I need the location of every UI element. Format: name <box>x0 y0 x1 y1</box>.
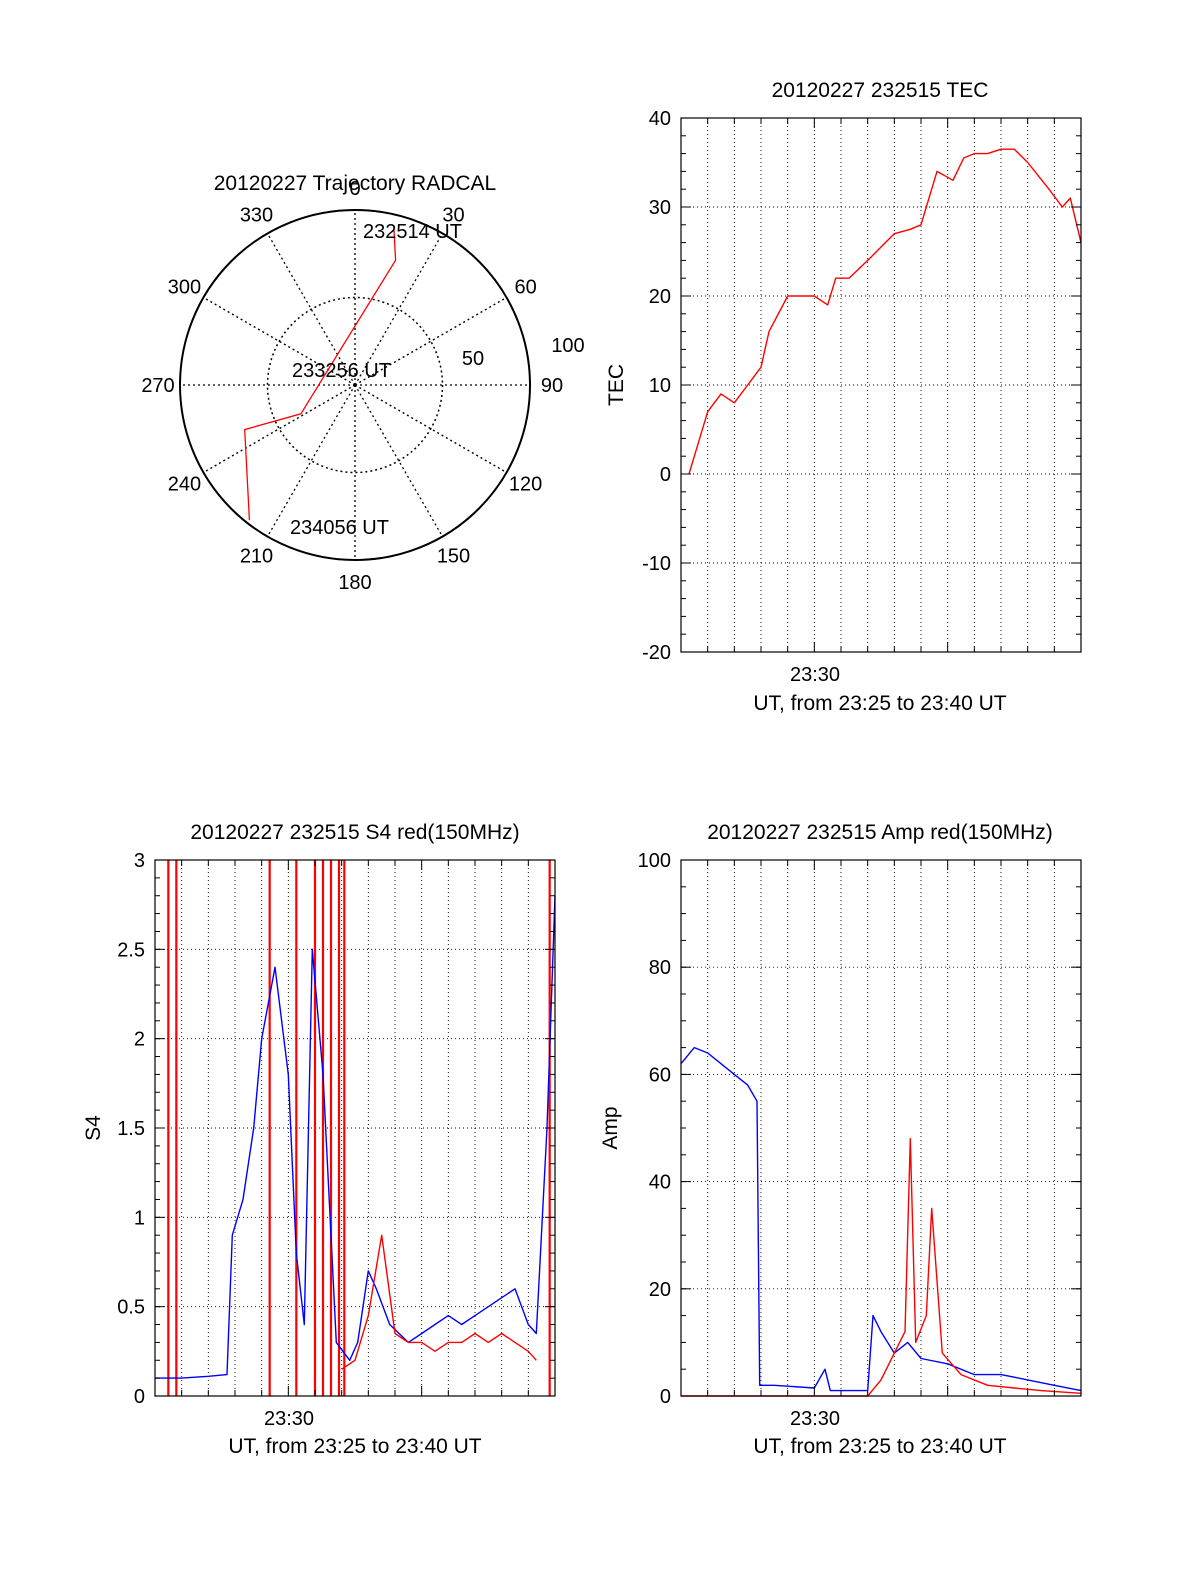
y-tick-label: 3 <box>134 850 145 872</box>
polar-spoke-120 <box>354 384 507 474</box>
tec-grid <box>681 118 1081 652</box>
y-tick-label: 0 <box>134 1386 145 1408</box>
polar-spoke-210 <box>266 384 356 537</box>
polar-radius-label-100: 100 <box>551 335 584 357</box>
polar-theta-label: 210 <box>240 546 273 568</box>
y-tick-label: 0 <box>660 1386 671 1408</box>
tec-series <box>688 148 1082 475</box>
polar-spoke-150 <box>354 384 444 537</box>
y-tick-label: 2 <box>134 1029 145 1051</box>
tec-y-tick-labels: -20 -10 0 10 20 30 40 <box>642 108 671 664</box>
tec-x-label: UT, from 23:25 to 23:40 UT <box>753 692 1006 715</box>
polar-theta-label: 150 <box>437 546 470 568</box>
y-tick-label: -20 <box>642 642 671 664</box>
s4-y-tick-labels: 0 0.5 1 1.5 2 2.5 3 <box>117 850 145 1408</box>
polar-spoke-240 <box>203 384 356 474</box>
polar-title: 20120227 Trajectory RADCAL <box>214 172 497 195</box>
y-tick-label: 40 <box>649 1172 671 1194</box>
polar-theta-label: 270 <box>141 375 174 397</box>
y-tick-label: 0.5 <box>117 1297 145 1319</box>
amp-y-label: Amp <box>599 1106 622 1149</box>
tec-ticks <box>681 117 1081 653</box>
amp-series <box>680 1046 1082 1397</box>
amp-grid <box>681 860 1081 1396</box>
tec-title: 20120227 232515 TEC <box>772 79 989 102</box>
polar-theta-label: 90 <box>541 375 563 397</box>
polar-spoke-330 <box>266 233 356 386</box>
s4-x-tick-label: 23:30 <box>264 1408 314 1430</box>
polar-outer-ring <box>179 209 531 561</box>
s4-panel: 20120227 232515 S4 red(150MHz) 0 0.5 1 1.5 2… <box>82 821 556 1458</box>
y-tick-label: 10 <box>649 375 671 397</box>
amp-frame <box>680 859 1082 1397</box>
polar-theta-label: 120 <box>509 474 542 496</box>
amp-x-label: UT, from 23:25 to 23:40 UT <box>753 1435 1006 1458</box>
amp-panel: 20120227 232515 Amp red(150MHz) 0 20 40 60 8… <box>599 821 1082 1458</box>
polar-spoke-300 <box>203 296 356 386</box>
polar-spoke-60 <box>354 296 507 386</box>
s4-title: 20120227 232515 S4 red(150MHz) <box>190 821 519 844</box>
tec-y-label: TEC <box>605 364 628 406</box>
y-tick-label: 20 <box>649 1279 671 1301</box>
series-line-red <box>341 1234 537 1370</box>
polar-theta-label: 60 <box>514 277 536 299</box>
s4-y-label: S4 <box>82 1115 105 1141</box>
series-line-red <box>681 1137 1082 1397</box>
y-tick-label: -10 <box>642 553 671 575</box>
y-tick-label: 2.5 <box>117 939 145 961</box>
y-tick-label: 60 <box>649 1064 671 1086</box>
polar-trajectory-line <box>244 228 397 521</box>
polar-inner-ring <box>266 296 444 474</box>
polar-theta-label: 180 <box>338 572 371 594</box>
polar-annotation-start: 232514 UT <box>363 221 462 243</box>
polar-radius-label-50: 50 <box>462 348 484 370</box>
polar-theta-label: 240 <box>168 474 201 496</box>
y-tick-label: 30 <box>649 197 671 219</box>
s4-ticks <box>155 859 555 1397</box>
series-line-red <box>688 148 1082 475</box>
tec-panel: 20120227 232515 TEC -20 -10 0 10 20 30 40 23:3… <box>605 79 1082 715</box>
polar-panel: 20120227 Trajectory RADCAL 0 30 60 90 120 150… <box>141 172 584 594</box>
polar-annotation-mid: 233256 UT <box>292 360 391 382</box>
polar-spoke-30 <box>354 233 444 386</box>
y-tick-label: 100 <box>638 850 671 872</box>
y-tick-label: 0 <box>660 464 671 486</box>
series-line-blue <box>155 895 556 1379</box>
s4-grid <box>155 860 555 1396</box>
amp-ticks <box>681 859 1081 1397</box>
tec-x-tick-label: 23:30 <box>790 664 840 686</box>
polar-theta-label: 330 <box>240 204 273 226</box>
amp-x-tick-label: 23:30 <box>790 1408 840 1430</box>
polar-spokes <box>180 210 530 560</box>
s4-x-label: UT, from 23:25 to 23:40 UT <box>228 1435 481 1458</box>
y-tick-label: 20 <box>649 286 671 308</box>
polar-theta-label: 30 <box>442 204 464 226</box>
y-tick-label: 40 <box>649 108 671 130</box>
polar-theta-label: 300 <box>168 277 201 299</box>
amp-y-tick-labels: 0 20 40 60 80 100 <box>638 850 671 1408</box>
series-line-blue <box>680 1046 1082 1392</box>
polar-theta-labels: 0 30 60 90 120 150 180 210 240 270 300 330 <box>141 178 563 594</box>
y-tick-label: 1.5 <box>117 1118 145 1140</box>
y-tick-label: 1 <box>134 1207 145 1229</box>
polar-annotation-end: 234056 UT <box>290 517 389 539</box>
polar-theta-label: 0 <box>349 178 360 200</box>
amp-title: 20120227 232515 Amp red(150MHz) <box>707 821 1053 844</box>
y-tick-label: 80 <box>649 957 671 979</box>
